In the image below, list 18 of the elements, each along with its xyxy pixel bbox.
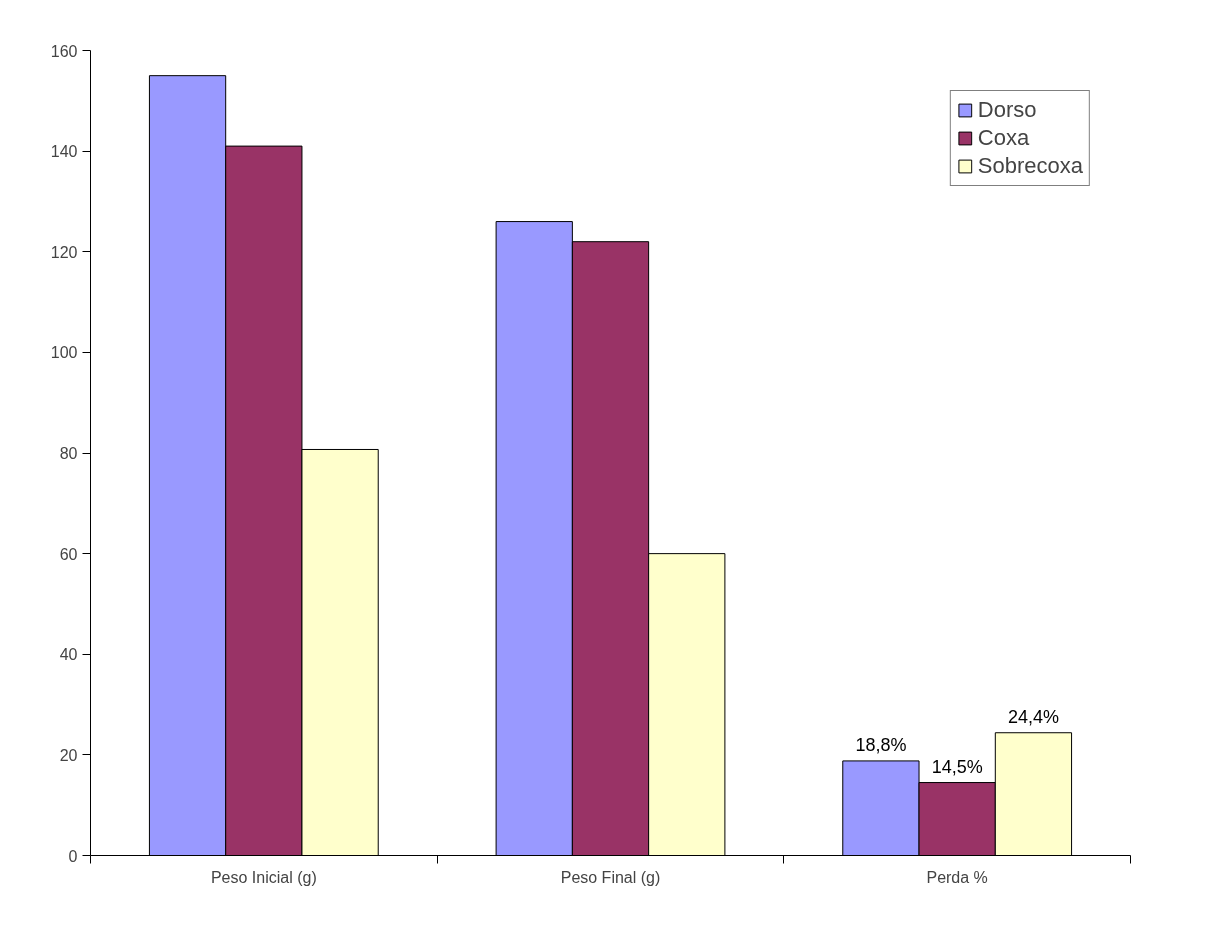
y-tick-label: 40	[59, 646, 78, 664]
y-tick-label: 20	[59, 746, 78, 764]
legend-label: Coxa	[977, 125, 1030, 151]
x-tick-label: Peso Final (g)	[560, 868, 661, 886]
y-tick-label: 120	[50, 243, 78, 261]
data-label: 14,5%	[931, 756, 983, 777]
y-tick-label: 0	[68, 847, 78, 865]
data-label: 18,8%	[855, 734, 907, 755]
x-tick-label: Peso Inicial (g)	[210, 868, 317, 886]
legend-label: Sobrecoxa	[977, 153, 1083, 179]
x-tick-label: Perda %	[926, 868, 988, 886]
y-tick-label: 140	[50, 143, 78, 161]
y-tick-label: 160	[50, 42, 78, 60]
y-tick-label: 100	[50, 344, 78, 362]
y-tick-label: 60	[59, 545, 78, 563]
y-tick-label: 80	[59, 445, 78, 462]
data-label: 24,4%	[1007, 706, 1059, 727]
legend-label: Dorso	[977, 97, 1037, 123]
